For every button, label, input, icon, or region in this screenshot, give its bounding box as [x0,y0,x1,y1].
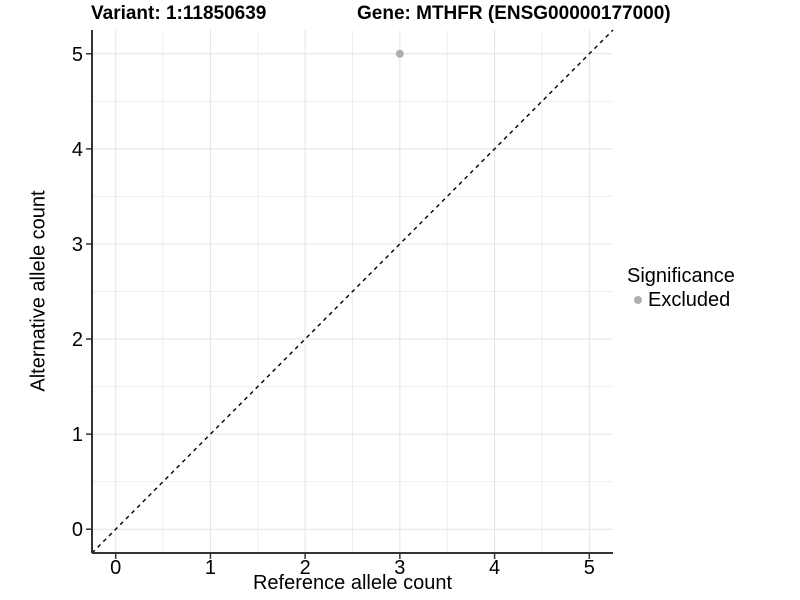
x-tick-label: 2 [300,557,311,579]
y-tick-label: 5 [72,44,83,66]
x-tick-label: 1 [205,557,216,579]
legend-item-label: Excluded [648,289,731,311]
x-axis-title: Reference allele count [252,572,452,594]
legend-item-excluded: Excluded [627,289,735,311]
y-axis-title: Alternative allele count [27,190,50,392]
legend: Significance Excluded [627,264,735,311]
x-tick-label: 3 [394,557,405,579]
y-tick-label: 4 [72,139,83,161]
identity-dashed-line [91,29,614,554]
data-point [395,49,404,58]
y-tick-label: 0 [72,519,83,541]
plot-title-gene: Gene: MTHFR (ENSG00000177000) [357,3,671,24]
plot-title-variant: Variant: 1:11850639 [91,3,267,24]
x-tick-label: 5 [584,557,595,579]
x-tick-label: 0 [110,557,121,579]
excluded-point-icon [634,296,642,304]
y-tick-label: 3 [72,234,83,256]
legend-title: Significance [627,265,735,287]
y-tick-label: 2 [72,329,83,351]
y-tick-label: 1 [72,424,83,446]
x-tick-label: 4 [489,557,500,579]
